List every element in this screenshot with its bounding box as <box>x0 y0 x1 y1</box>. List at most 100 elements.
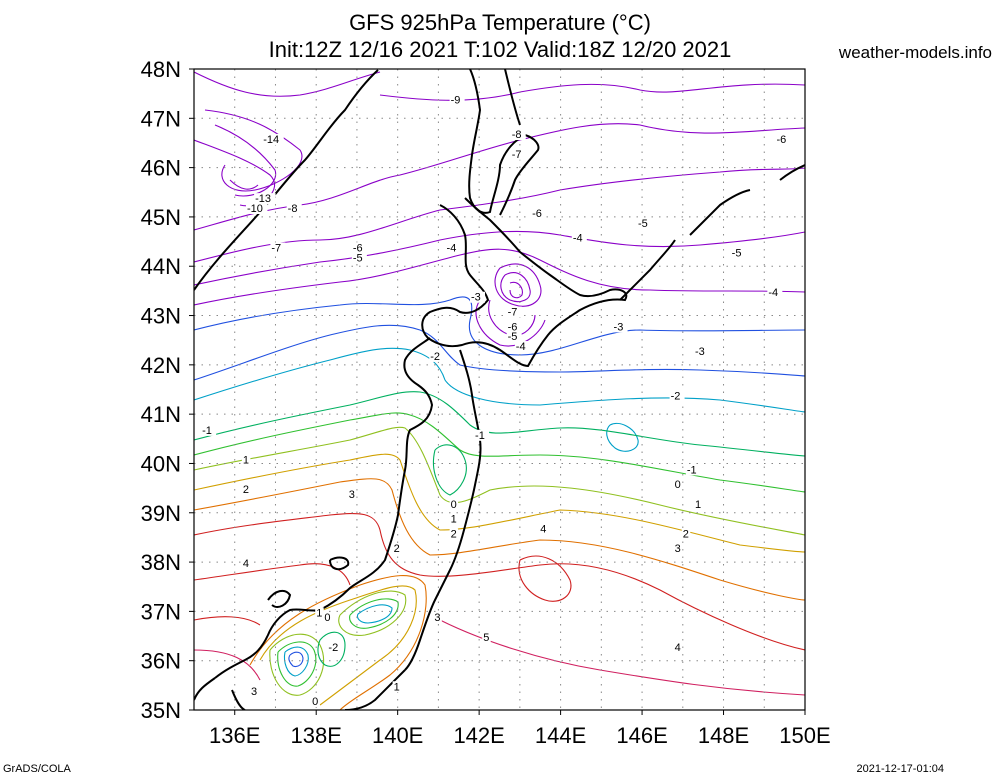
x-tick-label: 146E <box>616 723 667 748</box>
x-tick-label: 144E <box>535 723 586 748</box>
contour-label: -5 <box>353 252 363 264</box>
y-tick-label: 44N <box>141 254 181 279</box>
contour-label-bg <box>531 207 547 219</box>
contour-label: -7 <box>512 149 522 161</box>
y-tick-label: 46N <box>141 156 181 181</box>
contour-label: 1 <box>695 499 701 511</box>
y-tick-label: 39N <box>141 501 181 526</box>
contour-labels: -9-14 -8-7-6-13-10 -8 -6-5-7 -6-5-4-4-5-4-3-… <box>201 94 791 708</box>
contour-label-bg <box>241 484 251 496</box>
contour-label-bg <box>351 242 367 254</box>
contour-label: -7 <box>271 242 281 254</box>
contour-label: 5 <box>483 632 489 644</box>
contour-label-bg <box>245 202 268 214</box>
contour-label-bg <box>694 498 703 510</box>
y-tick-label: 38N <box>141 550 181 575</box>
contour-label: 0 <box>675 479 681 491</box>
contour-label-bg <box>694 345 710 357</box>
contour-label: -4 <box>516 341 526 353</box>
site-credit: weather-models.info <box>838 43 992 62</box>
contour-label: 4 <box>540 523 546 535</box>
contour-label-bg <box>347 488 357 500</box>
contour-label: -5 <box>508 331 518 343</box>
contour-label: -9 <box>451 95 461 107</box>
contour-label-bg <box>311 696 320 708</box>
contour-label: 1 <box>316 607 322 619</box>
map-subtitle: Init:12Z 12/16 2021 T:102 Valid:18Z 12/2… <box>268 37 732 62</box>
contour-label: -4 <box>573 233 583 245</box>
contour-label: 3 <box>434 612 440 624</box>
map-title: GFS 925hPa Temperature (°C) <box>349 10 651 35</box>
contour-label-bg <box>506 306 522 318</box>
contour-label-bg <box>254 193 276 205</box>
y-tick-label: 35N <box>141 698 181 723</box>
longitude-axis: 136E 138E 140E 142E 144E 146E 148E 150E <box>209 710 831 748</box>
contour-label-bg <box>351 252 367 264</box>
contour-label-bg <box>612 321 628 333</box>
y-tick-label: 36N <box>141 649 181 674</box>
contour-label: -10 <box>247 203 263 215</box>
x-tick-label: 138E <box>291 723 342 748</box>
contour-label: -1 <box>475 430 485 442</box>
y-tick-label: 40N <box>141 451 181 476</box>
contour-label: -6 <box>776 134 786 146</box>
contour-label-bg <box>669 390 685 402</box>
contour-label: 1 <box>394 681 400 693</box>
contour-label: -6 <box>508 321 518 333</box>
contour-label-bg <box>262 133 284 145</box>
contour-label: 3 <box>675 543 681 555</box>
contour-label: 4 <box>675 642 681 654</box>
contour-label: 0 <box>324 612 330 624</box>
contour-label-bg <box>241 558 251 570</box>
contour-label: -7 <box>508 307 518 319</box>
coastlines <box>194 69 805 710</box>
software-credit: GrADS/COLA <box>3 763 71 775</box>
contour-label: 0 <box>451 499 457 511</box>
contour-label-bg <box>392 543 402 555</box>
contour-label-bg <box>673 641 683 653</box>
contour-label: 0 <box>312 696 318 708</box>
contour-label-bg <box>673 543 683 555</box>
y-tick-label: 42N <box>141 353 181 378</box>
contour-label: -4 <box>768 287 778 299</box>
contour-label-bg <box>506 321 522 333</box>
contour-label: -6 <box>353 242 363 254</box>
contour-label-bg <box>730 247 746 259</box>
contour-label: 3 <box>251 686 257 698</box>
contour-label-bg <box>323 612 332 624</box>
x-tick-label: 150E <box>779 723 830 748</box>
contour-label: 1 <box>243 454 249 466</box>
contour-label-bg <box>449 94 465 106</box>
contour-label-bg <box>433 612 442 624</box>
contour-label-bg <box>449 528 459 540</box>
contour-label: 1 <box>451 514 457 526</box>
contour-label-bg <box>327 641 343 653</box>
contour-label-bg <box>449 498 459 510</box>
contour-label-bg <box>539 523 548 535</box>
contour-label-bg <box>636 217 652 229</box>
x-tick-label: 140E <box>372 723 423 748</box>
contour-label: -5 <box>732 247 742 259</box>
x-tick-label: 148E <box>698 723 749 748</box>
contour-label: -3 <box>614 321 624 333</box>
contour-label-bg <box>315 607 324 619</box>
x-tick-label: 142E <box>453 723 504 748</box>
contour-label-bg <box>392 681 402 693</box>
contour-label-bg <box>571 232 587 244</box>
contour-label: -1 <box>687 464 697 476</box>
y-tick-label: 37N <box>141 599 181 624</box>
contour-label: -2 <box>671 390 681 402</box>
y-tick-label: 45N <box>141 205 181 230</box>
contour-label: -8 <box>288 203 298 215</box>
contour-label-bg <box>474 429 490 441</box>
contour-label-bg <box>469 291 485 303</box>
contour-label-bg <box>673 479 683 491</box>
contour-label-bg <box>270 242 286 254</box>
contour-label-bg <box>241 454 251 466</box>
contour-label: -1 <box>202 425 212 437</box>
contour-label-bg <box>681 528 691 540</box>
contour-label: 2 <box>683 528 689 540</box>
contour-label: 3 <box>349 489 355 501</box>
contour-label: 2 <box>394 543 400 555</box>
